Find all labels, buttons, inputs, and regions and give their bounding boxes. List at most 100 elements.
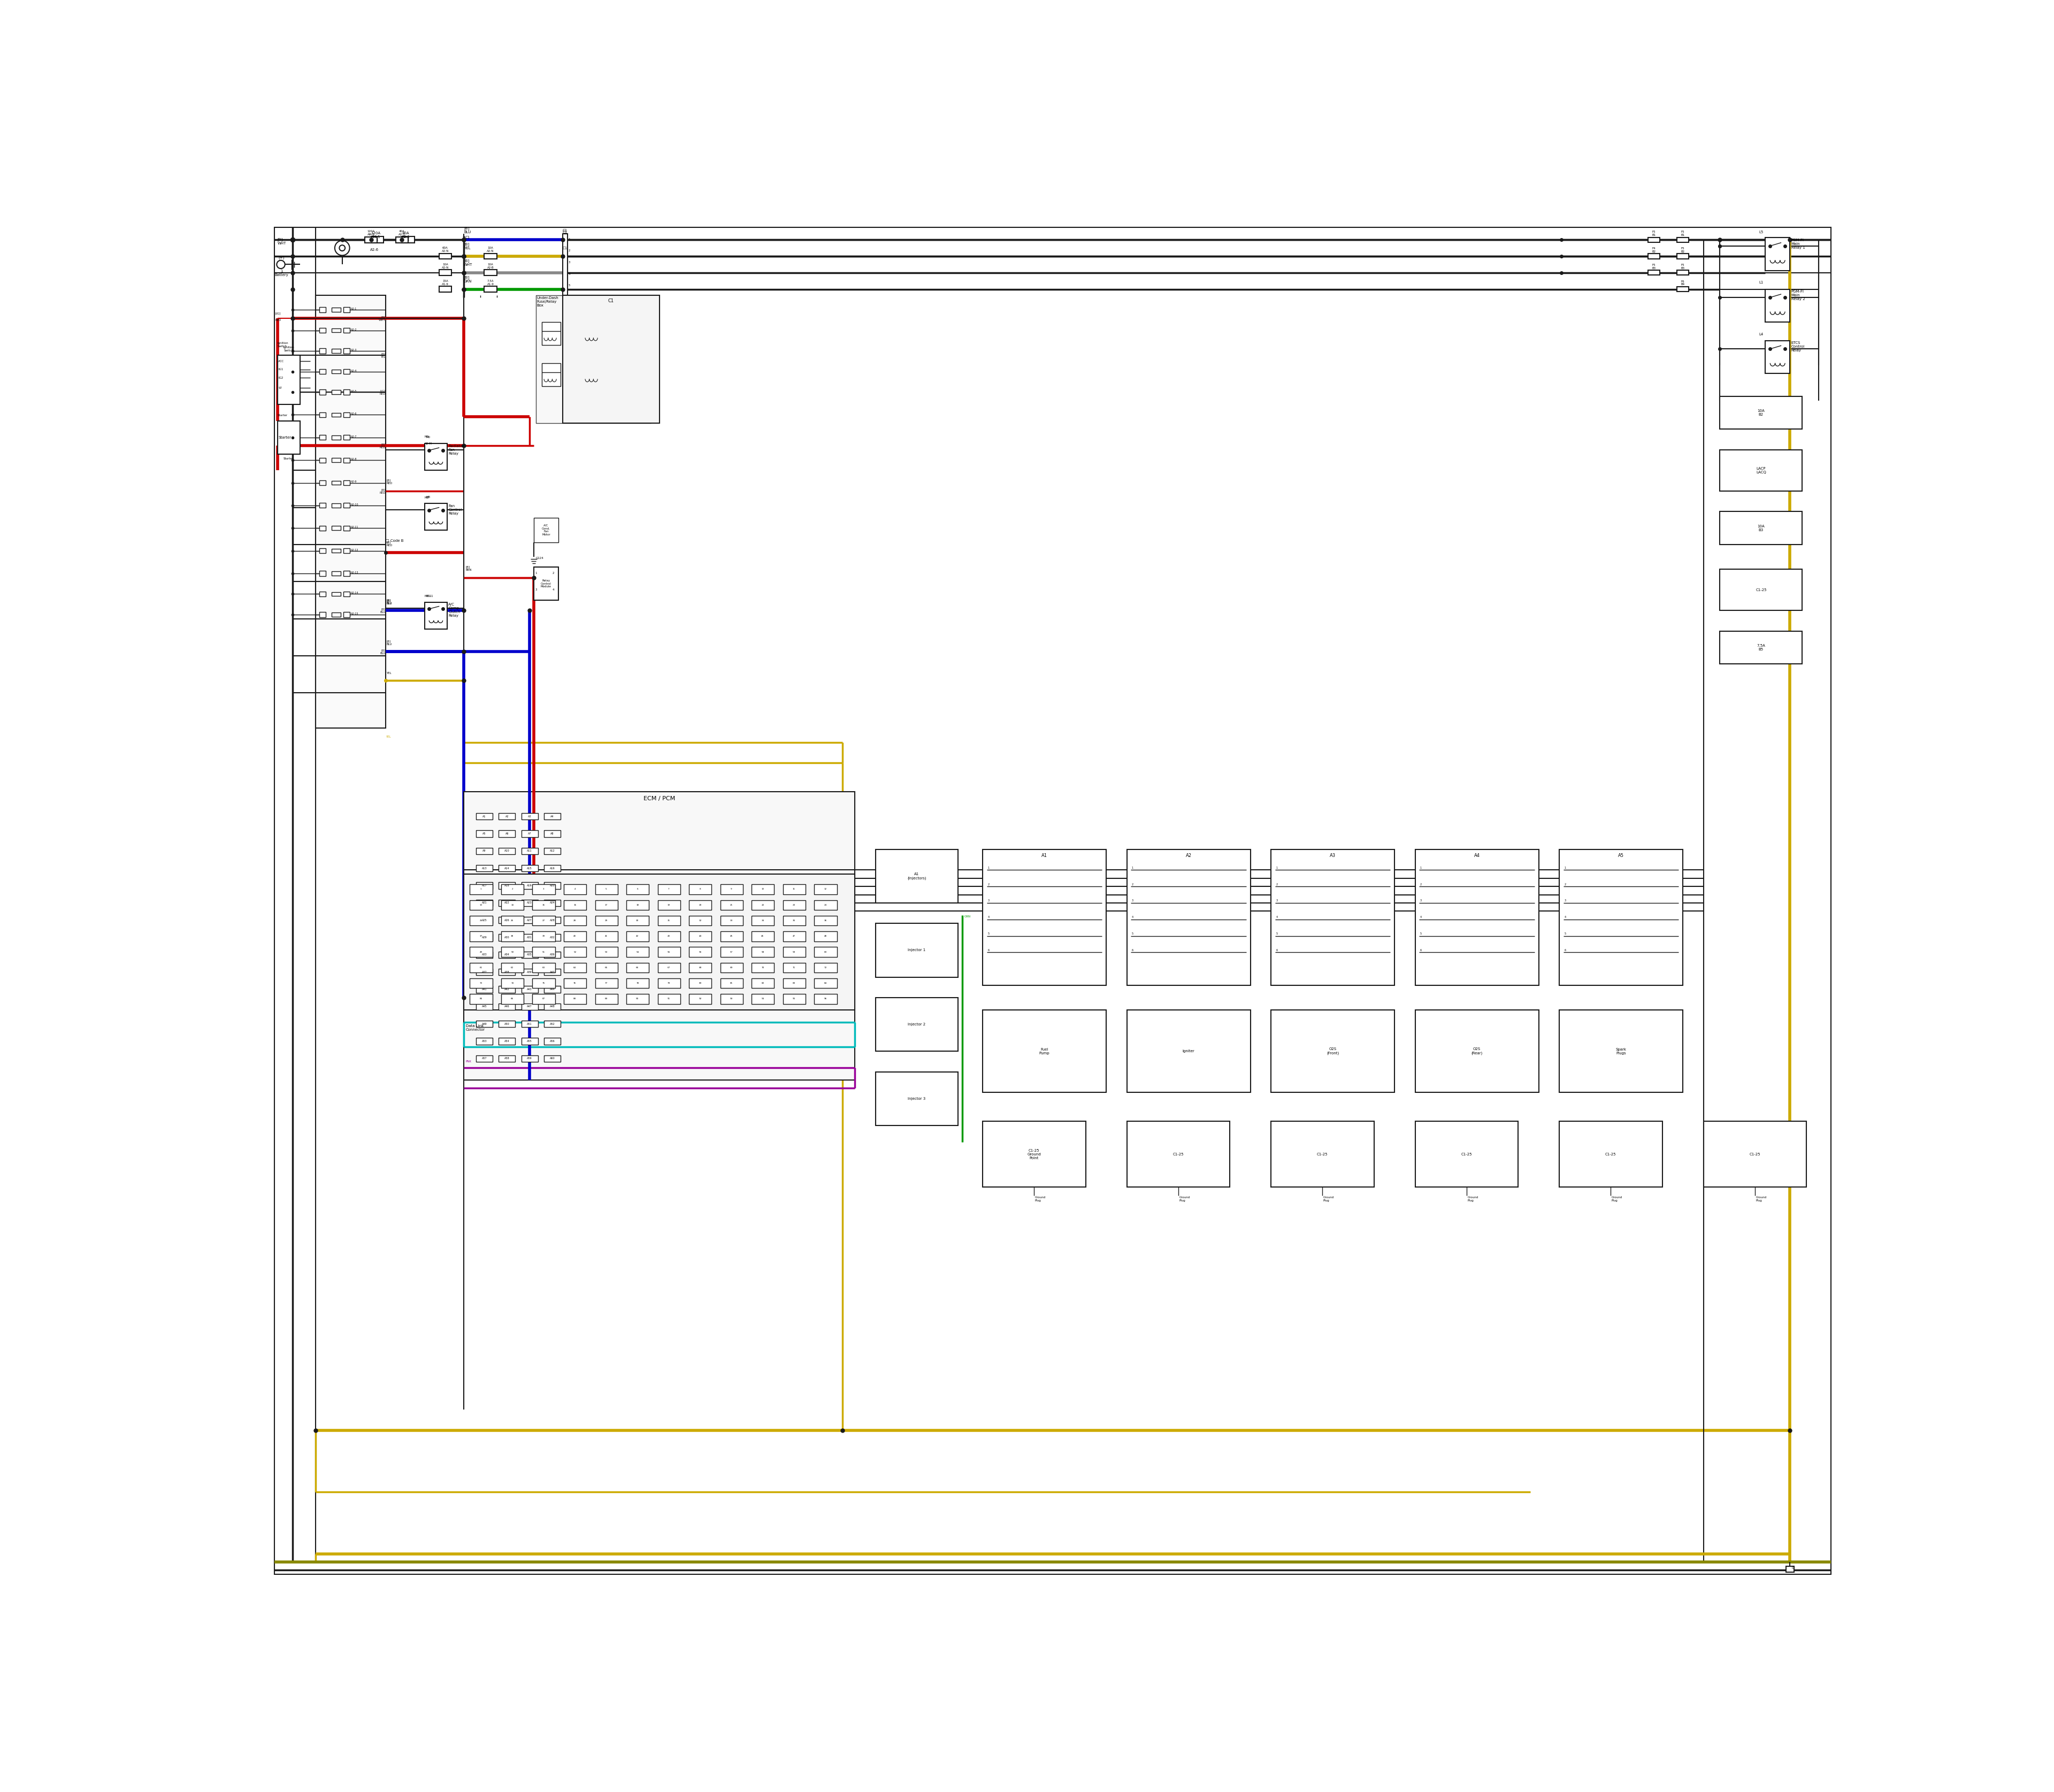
Bar [499, 814, 516, 819]
Bar [343, 389, 349, 394]
Bar [1719, 511, 1801, 545]
Text: A2-14: A2-14 [351, 591, 359, 595]
Bar [372, 237, 384, 244]
Circle shape [339, 246, 345, 251]
Text: A47: A47 [528, 1005, 532, 1009]
Text: A53: A53 [483, 1039, 487, 1043]
Text: G: G [1791, 1566, 1795, 1570]
Text: 23: 23 [793, 903, 795, 907]
Bar [626, 916, 649, 925]
Text: [B]
RED: [B] RED [380, 443, 386, 450]
Text: 26: 26 [511, 919, 514, 921]
Bar [470, 916, 493, 925]
Bar [1703, 1122, 1805, 1186]
Text: C1-25: C1-25 [1460, 1152, 1473, 1156]
Text: C1: C1 [464, 235, 470, 238]
Bar [477, 882, 493, 889]
Bar [425, 444, 448, 471]
Text: A2-7: A2-7 [351, 435, 357, 437]
Text: C1: C1 [563, 229, 567, 233]
Text: Ignition
Switch: Ignition Switch [277, 342, 288, 348]
Bar [563, 885, 587, 894]
Bar [1415, 1011, 1538, 1093]
Text: 45: 45 [729, 935, 733, 937]
Text: A56: A56 [550, 1039, 555, 1043]
Bar [470, 885, 493, 894]
Text: A2-15: A2-15 [351, 613, 359, 615]
Bar [522, 969, 538, 975]
Bar [596, 946, 618, 957]
Bar [532, 995, 555, 1004]
Text: Radiator
Fan
Relay: Radiator Fan Relay [448, 444, 464, 455]
Text: 75: 75 [542, 982, 544, 984]
Text: 17: 17 [604, 903, 608, 907]
Text: A2-1: A2-1 [351, 308, 357, 310]
Bar [544, 934, 561, 941]
Bar [477, 848, 493, 855]
Bar [499, 986, 516, 993]
Text: 32: 32 [698, 919, 702, 921]
Text: A50: A50 [505, 1023, 509, 1025]
Text: Data Link
Connector: Data Link Connector [466, 1025, 485, 1032]
Bar [320, 412, 327, 418]
Text: A16: A16 [550, 867, 555, 869]
Bar [320, 572, 327, 575]
Bar [1647, 271, 1660, 276]
Bar [563, 916, 587, 925]
Text: 7.5A
A1-9: 7.5A A1-9 [487, 280, 493, 285]
Text: A20: A20 [550, 883, 555, 887]
Bar [875, 923, 957, 977]
Text: 59: 59 [793, 952, 795, 953]
Text: 40A
A2-1: 40A A2-1 [403, 231, 411, 238]
Text: A51: A51 [528, 1023, 532, 1025]
Circle shape [277, 260, 286, 269]
Bar [499, 1038, 516, 1045]
Bar [331, 349, 341, 353]
Text: A2-6: A2-6 [351, 412, 357, 416]
Text: 28: 28 [573, 919, 577, 921]
Text: A45: A45 [483, 1005, 487, 1009]
Text: 43: 43 [668, 935, 670, 937]
Bar [343, 328, 349, 333]
Bar [477, 1004, 493, 1011]
Bar [563, 995, 587, 1004]
Bar [721, 900, 744, 910]
Bar [626, 900, 649, 910]
Text: A9: A9 [483, 849, 487, 853]
Bar [477, 918, 493, 923]
Text: 10A
A2-N: 10A A2-N [442, 263, 448, 269]
Text: 55: 55 [668, 952, 670, 953]
Text: A17: A17 [483, 883, 487, 887]
Text: Injector 1: Injector 1 [908, 948, 926, 952]
Text: IG1: IG1 [279, 367, 283, 371]
Bar [1719, 631, 1801, 665]
Circle shape [335, 240, 349, 256]
Bar [320, 435, 327, 439]
Bar [982, 849, 1107, 986]
Text: A52: A52 [550, 1023, 555, 1025]
Bar [477, 934, 493, 941]
Text: 48: 48 [824, 935, 826, 937]
Bar [783, 900, 805, 910]
Bar [499, 1055, 516, 1063]
Text: L5: L5 [1758, 231, 1762, 233]
Bar [875, 998, 957, 1052]
Bar [542, 364, 561, 385]
Bar [752, 916, 774, 925]
Text: 86: 86 [511, 998, 514, 1000]
Text: A60: A60 [550, 1057, 555, 1059]
Text: A5: A5 [1619, 853, 1625, 858]
Bar [657, 916, 680, 925]
Bar [403, 237, 415, 244]
Text: 83: 83 [793, 982, 795, 984]
Text: A39: A39 [528, 971, 532, 973]
Text: A49: A49 [483, 1023, 487, 1025]
Text: 25: 25 [479, 919, 483, 921]
Bar [331, 391, 341, 394]
Text: A44: A44 [550, 987, 555, 991]
Text: 80: 80 [698, 982, 702, 984]
Text: A1: A1 [483, 815, 487, 817]
Bar [532, 932, 555, 941]
Bar [522, 1021, 538, 1027]
Text: A28: A28 [550, 919, 555, 921]
